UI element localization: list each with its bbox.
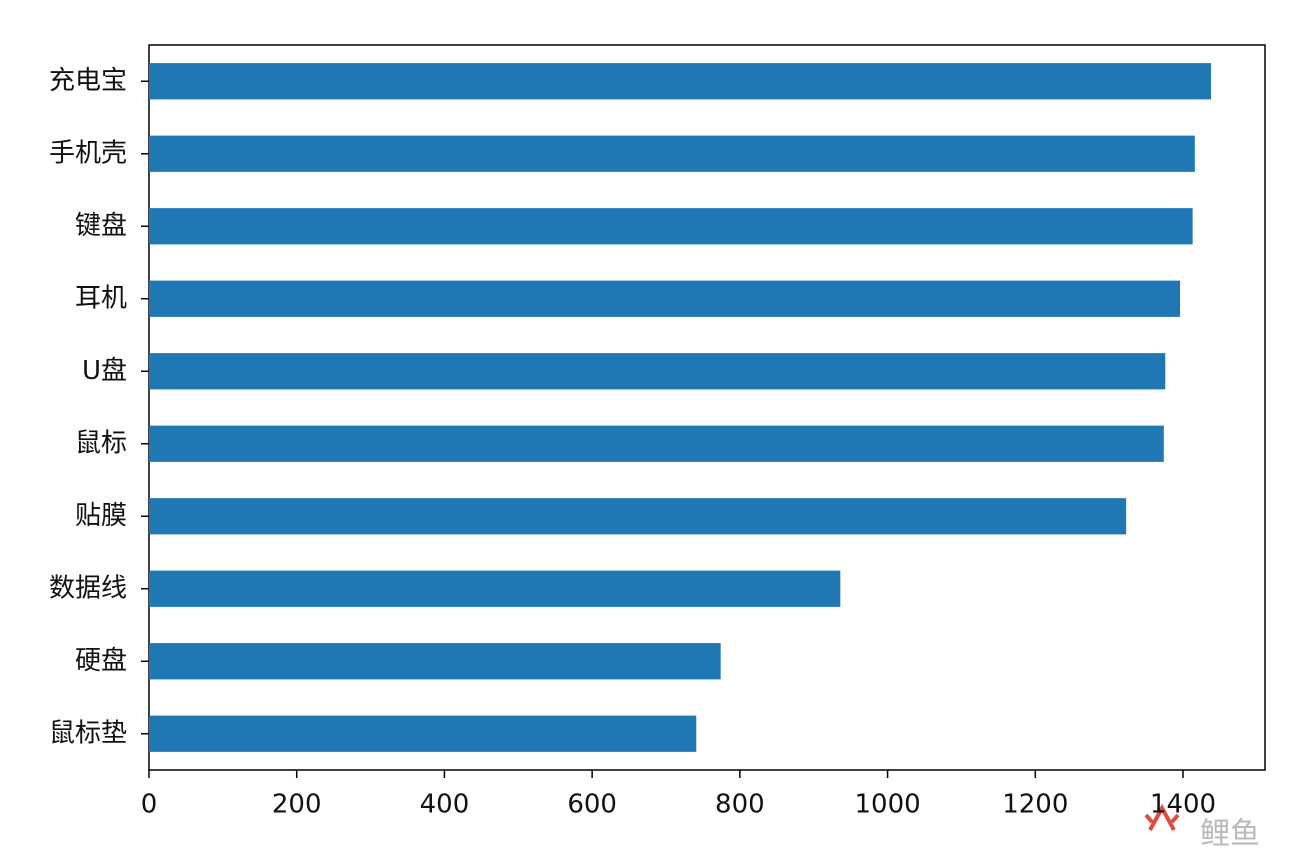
x-tick-label: 1400 bbox=[1150, 790, 1216, 820]
y-tick-label: 充电宝 bbox=[49, 66, 127, 96]
y-tick-label: 数据线 bbox=[49, 573, 127, 603]
bar bbox=[149, 280, 1181, 317]
watermark-text: 鲤鱼 bbox=[1200, 817, 1260, 852]
x-tick-label: 0 bbox=[141, 790, 158, 820]
bar bbox=[149, 643, 721, 680]
bar bbox=[149, 63, 1212, 100]
watermark-icon bbox=[1144, 803, 1180, 831]
y-tick-label: 鼠标垫 bbox=[49, 718, 127, 748]
bar bbox=[149, 498, 1127, 535]
bar bbox=[149, 353, 1166, 390]
y-tick-label: 贴膜 bbox=[75, 501, 127, 531]
x-tick-label: 800 bbox=[715, 790, 765, 820]
bar bbox=[149, 208, 1193, 245]
x-tick-label: 1000 bbox=[854, 790, 920, 820]
bar bbox=[149, 570, 841, 607]
x-tick-label: 1200 bbox=[1002, 790, 1068, 820]
watermark: 鲤鱼 bbox=[1144, 803, 1260, 852]
y-tick-label: 硬盘 bbox=[75, 646, 127, 676]
axes-frame bbox=[148, 44, 1266, 771]
x-tick-label: 200 bbox=[272, 790, 322, 820]
y-tick-label: U盘 bbox=[82, 356, 127, 386]
y-tick-label: 键盘 bbox=[75, 211, 127, 241]
y-tick-label: 手机壳 bbox=[49, 138, 127, 168]
x-tick-label: 400 bbox=[420, 790, 470, 820]
y-tick-label: 鼠标 bbox=[75, 428, 127, 458]
bar bbox=[149, 425, 1164, 462]
y-tick-label: 耳机 bbox=[75, 283, 127, 313]
x-tick-label: 600 bbox=[567, 790, 617, 820]
bar bbox=[149, 715, 697, 752]
bar bbox=[149, 135, 1195, 172]
